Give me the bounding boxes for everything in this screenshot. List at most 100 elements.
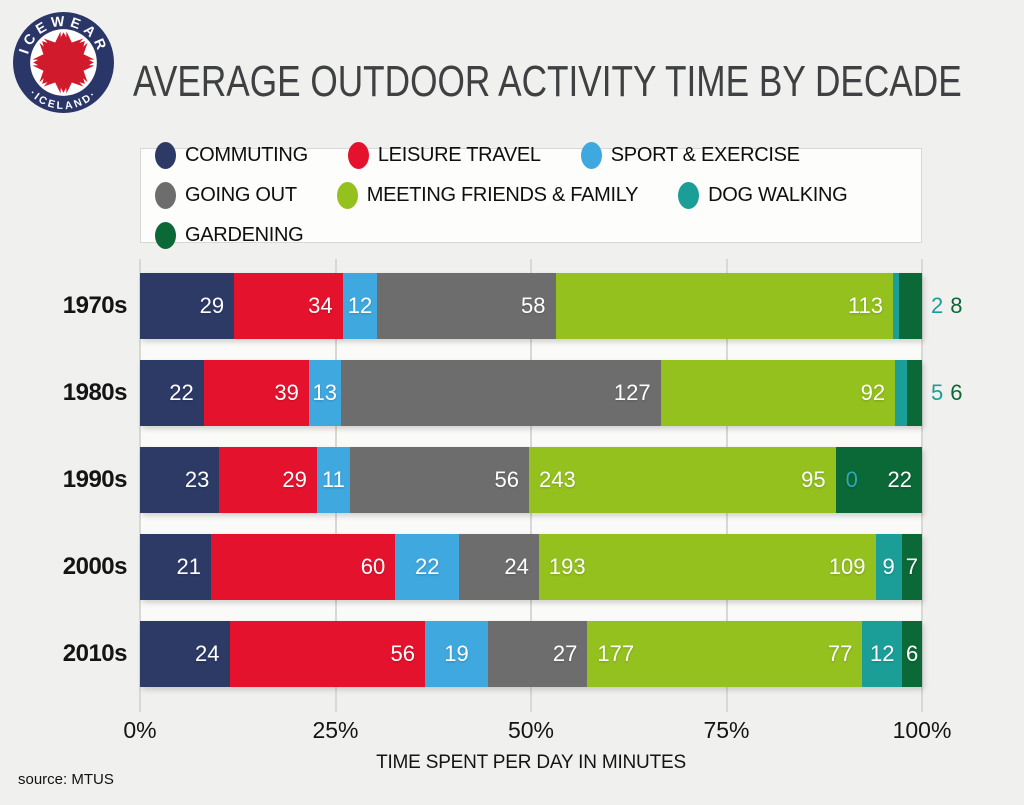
segment-value-label: 29 <box>282 467 307 492</box>
segment-value-label: 56 <box>494 467 520 492</box>
decade-label: 1970s <box>62 292 128 319</box>
outside-value-label: 8 <box>950 293 963 318</box>
x-tick-0%: 0% <box>123 717 157 743</box>
segment-meeting-friends-family: 243 95 <box>529 447 836 513</box>
segment-dog-walking: 12 <box>862 621 903 687</box>
segment-value-label: 12 <box>347 293 373 318</box>
segment-value-label: 56 <box>390 641 415 666</box>
segment-leisure-travel: 34 <box>234 273 343 339</box>
stacked-bar-1970s: 29 34 12 58 113 2 8 <box>140 273 963 339</box>
segment-meeting-friends-family: 113 <box>555 273 894 339</box>
legend: COMMUTING LEISURE TRAVEL SPORT & EXERCISE G… <box>140 142 922 249</box>
stacked-bar-1990s: 23 29 11 56 243 95 0 22 <box>140 447 922 513</box>
legend-label: GARDENING <box>185 224 304 246</box>
segment-gardening: 7 <box>901 534 922 600</box>
segment-value-label: 177 <box>597 641 635 666</box>
segment-commuting: 22 <box>140 360 204 426</box>
x-tick-75%: 75% <box>703 717 750 743</box>
segment-value-label: 6 <box>905 641 919 666</box>
gardening-swatch-icon <box>155 222 176 249</box>
sport-exercise-swatch-icon <box>580 142 602 169</box>
segment-sport-exercise: 19 <box>424 621 488 687</box>
segment-value-label: 24 <box>195 641 220 666</box>
stacked-bar-2010s: 24 56 19 27 177 77 12 6 <box>140 621 923 687</box>
legend-label: LEISURE TRAVEL <box>377 144 541 166</box>
segment-value-label: 23 <box>184 467 210 492</box>
legend-label: GOING OUT <box>185 184 297 206</box>
decade-label: 1990s <box>62 466 128 493</box>
x-tick-100%: 100% <box>892 717 952 743</box>
segment-value-label: 243 <box>539 467 576 492</box>
segment-leisure-travel: 39 <box>203 360 309 426</box>
legend-item-commuting: COMMUTING <box>155 142 308 169</box>
segment-value-label: 29 <box>199 293 225 318</box>
leisure-travel-swatch-icon <box>347 142 369 169</box>
segment-dog-walking: 9 <box>875 534 902 600</box>
x-tick-25%: 25% <box>312 717 359 743</box>
segment-going-out: 58 <box>377 273 556 339</box>
segment-gardening <box>907 360 922 426</box>
segment-value-label: 58 <box>521 293 546 318</box>
legend-item-dog-walking: DOG WALKING <box>678 182 848 209</box>
outside-value-label: 5 <box>931 380 944 405</box>
segment-value-label: 19 <box>444 641 469 666</box>
segment-commuting: 23 <box>140 447 220 513</box>
outside-value-label: 2 <box>931 293 944 318</box>
x-axis: 0% 25% 50% 75% 100% <box>123 717 951 747</box>
segment-value-label: 34 <box>308 293 333 318</box>
segment-leisure-travel: 29 <box>219 447 317 513</box>
segment-going-out: 27 <box>487 621 588 687</box>
meeting-friends-family-swatch-icon <box>336 182 358 209</box>
segment-value-label: 77 <box>827 641 853 666</box>
legend-label: MEETING FRIENDS & FAMILY <box>366 184 639 206</box>
segment-value-label: 11 <box>322 467 345 492</box>
decade-label: 1980s <box>62 379 128 406</box>
segment-value-label: 22 <box>169 380 194 405</box>
bar-row-1980s: 1980s 22 39 13 127 92 5 6 <box>0 360 1024 426</box>
stacked-bar-chart: 1970s 29 34 12 58 113 2 8 1980s 22 39 13 127 92 5 6 1990… <box>0 259 1024 773</box>
bar-row-2000s: 2000s 21 60 22 24 193 109 9 7 <box>0 534 1024 600</box>
segment-meeting-friends-family: 92 <box>660 360 896 426</box>
segment-value-label: 22 <box>887 467 912 492</box>
segment-value-label: 109 <box>828 554 866 579</box>
segment-commuting: 21 <box>140 534 211 600</box>
segment-going-out: 127 <box>340 360 661 426</box>
stacked-bar-1980s: 22 39 13 127 92 5 6 <box>140 360 963 426</box>
segment-value-label: 7 <box>905 554 918 579</box>
stacked-bar-2000s: 21 60 22 24 193 109 9 7 <box>140 534 922 600</box>
segment-dog-walking <box>893 273 899 339</box>
commuting-swatch-icon <box>155 142 176 169</box>
segment-value-label: 12 <box>870 641 895 666</box>
segment-meeting-friends-family: 193 109 <box>538 534 876 600</box>
segment-value-label: 39 <box>274 380 299 405</box>
bar-row-1990s: 1990s 23 29 11 56 243 95 0 22 <box>0 447 1024 513</box>
segment-dog-walking <box>895 360 908 426</box>
x-axis-title: TIME SPENT PER DAY IN MINUTES <box>376 752 686 773</box>
segment-value-label: 193 <box>548 554 586 579</box>
segment-value-label: 127 <box>613 380 651 405</box>
page-title: AVERAGE OUTDOOR ACTIVITY TIME BY DECADE <box>133 57 962 106</box>
segment-going-out: 56 <box>350 447 530 513</box>
gridline-100% <box>921 259 923 712</box>
segment-commuting: 24 <box>140 621 230 687</box>
legend-item-sport-exercise: SPORT & EXERCISE <box>580 142 800 169</box>
segment-leisure-travel: 56 <box>229 621 425 687</box>
segment-value-label: 27 <box>552 641 578 666</box>
segment-sport-exercise: 13 <box>308 360 341 426</box>
segment-sport-exercise: 22 <box>395 534 460 600</box>
segment-going-out: 24 <box>459 534 539 600</box>
dog-walking-swatch-icon <box>678 182 700 209</box>
segment-value-label: 24 <box>504 554 529 579</box>
legend-item-meeting-friends-family: MEETING FRIENDS & FAMILY <box>336 182 639 209</box>
segment-sport-exercise: 11 <box>316 447 351 513</box>
bar-rows: 1970s 29 34 12 58 113 2 8 1980s 22 39 13 127 92 5 6 1990… <box>0 273 1024 687</box>
segment-sport-exercise: 12 <box>342 273 378 339</box>
legend-label: COMMUTING <box>185 144 308 166</box>
snowflake-icon <box>32 31 95 94</box>
legend-item-gardening: GARDENING <box>155 222 304 249</box>
decade-label: 2010s <box>62 640 128 667</box>
segment-meeting-friends-family: 177 77 <box>587 621 863 687</box>
